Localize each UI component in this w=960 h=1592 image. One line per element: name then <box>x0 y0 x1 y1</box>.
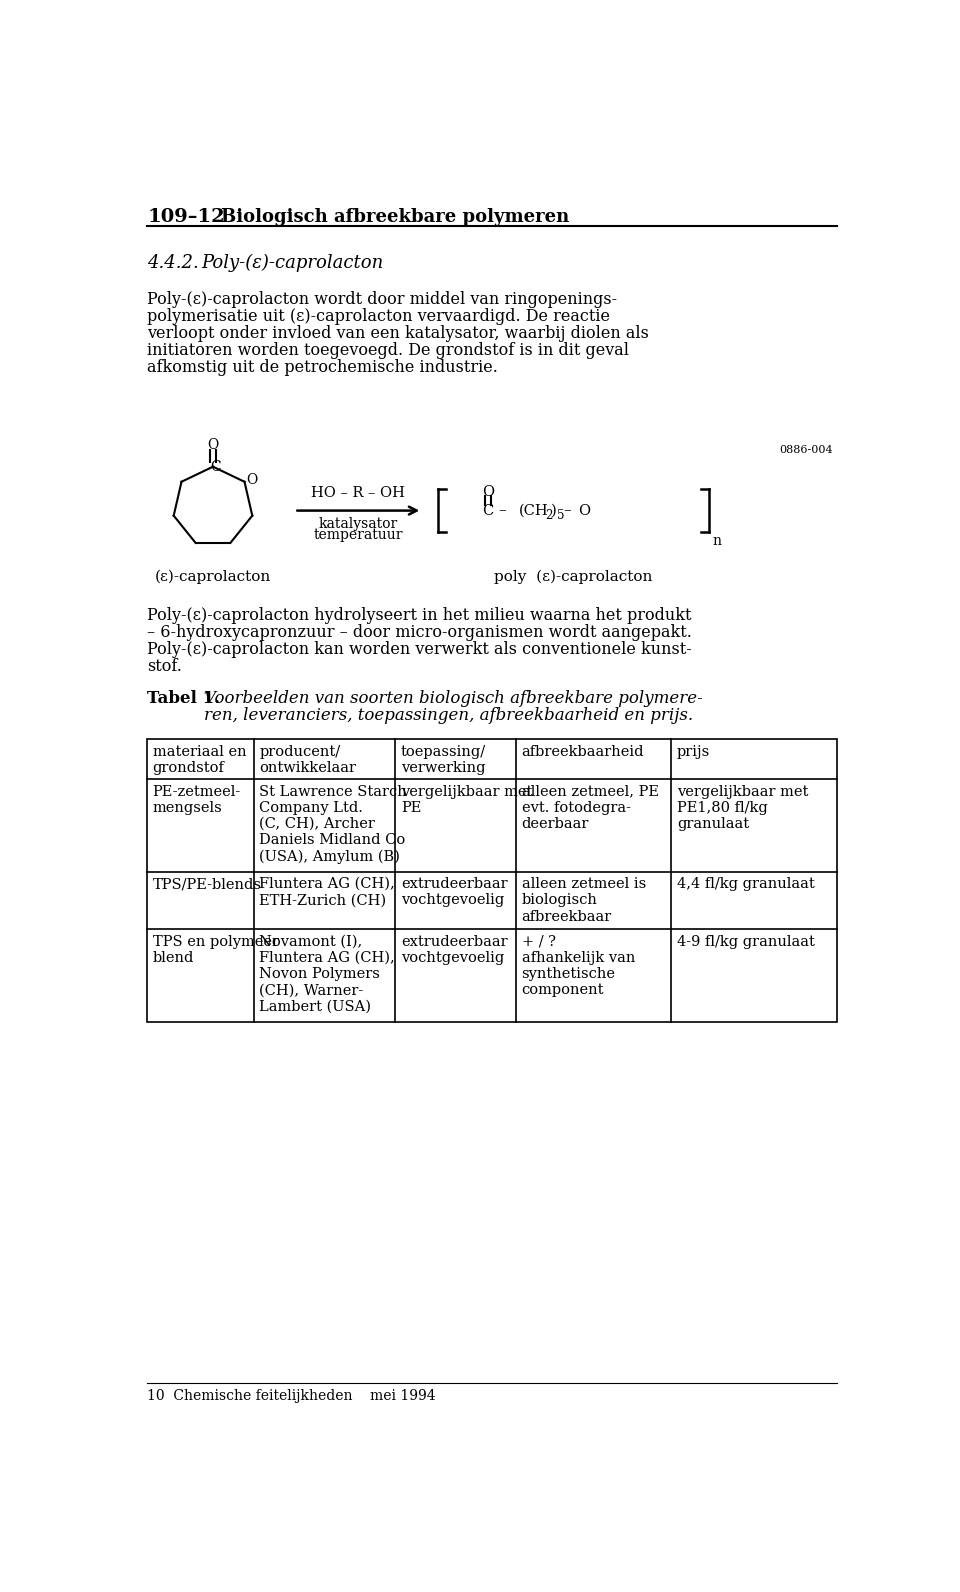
Text: TPS/PE-blends: TPS/PE-blends <box>153 877 261 892</box>
Text: prijs: prijs <box>677 745 710 759</box>
Text: TPS en polymeer
blend: TPS en polymeer blend <box>153 935 278 965</box>
Text: Poly-(ε)-caprolacton kan worden verwerkt als conventionele kunst-: Poly-(ε)-caprolacton kan worden verwerkt… <box>147 640 692 657</box>
Text: –: – <box>564 503 571 517</box>
Text: ): ) <box>551 503 557 517</box>
Text: HO – R – OH: HO – R – OH <box>311 486 405 500</box>
Text: (CH: (CH <box>519 503 549 517</box>
Text: polymerisatie uit (ε)-caprolacton vervaardigd. De reactie: polymerisatie uit (ε)-caprolacton vervaa… <box>147 309 611 325</box>
Text: producent/
ontwikkelaar: producent/ ontwikkelaar <box>259 745 356 775</box>
Text: St Lawrence Starch
Company Ltd.
(C, CH), Archer
Daniels Midland Co
(USA), Amylum: St Lawrence Starch Company Ltd. (C, CH),… <box>259 785 407 864</box>
Text: 2: 2 <box>545 509 553 522</box>
Text: 4-9 fl/kg granulaat: 4-9 fl/kg granulaat <box>677 935 815 949</box>
Text: toepassing/
verwerking: toepassing/ verwerking <box>401 745 486 775</box>
Text: vergelijkbaar met
PE: vergelijkbaar met PE <box>401 785 532 815</box>
Text: 5: 5 <box>557 509 564 522</box>
Text: O: O <box>578 503 590 517</box>
Text: extrudeerbaar
vochtgevoelig: extrudeerbaar vochtgevoelig <box>401 935 508 965</box>
Text: alleen zetmeel is
biologisch
afbreekbaar: alleen zetmeel is biologisch afbreekbaar <box>521 877 646 923</box>
Text: afbreekbaarheid: afbreekbaarheid <box>521 745 644 759</box>
Text: 4,4 fl/kg granulaat: 4,4 fl/kg granulaat <box>677 877 814 892</box>
Text: Novamont (I),
Fluntera AG (CH),
Novon Polymers
(CH), Warner-
Lambert (USA): Novamont (I), Fluntera AG (CH), Novon Po… <box>259 935 396 1014</box>
Text: 4.4.2.: 4.4.2. <box>147 255 199 272</box>
Text: Poly-(ε)-caprolacton wordt door middel van ringopenings-: Poly-(ε)-caprolacton wordt door middel v… <box>147 291 617 309</box>
Text: – 6-hydroxycapronzuur – door micro-organismen wordt aangepakt.: – 6-hydroxycapronzuur – door micro-organ… <box>147 624 692 640</box>
Text: 109–12: 109–12 <box>147 209 225 226</box>
Text: O: O <box>482 486 494 500</box>
Text: afkomstig uit de petrochemische industrie.: afkomstig uit de petrochemische industri… <box>147 358 498 376</box>
Text: C: C <box>483 503 493 517</box>
Text: Fluntera AG (CH),
ETH-Zurich (CH): Fluntera AG (CH), ETH-Zurich (CH) <box>259 877 396 907</box>
Text: katalysator: katalysator <box>319 517 398 530</box>
Text: O: O <box>247 473 258 487</box>
Text: –: – <box>498 503 506 517</box>
Text: 10  Chemische feitelijkheden    mei 1994: 10 Chemische feitelijkheden mei 1994 <box>147 1390 436 1403</box>
Text: 0886-004: 0886-004 <box>780 446 833 455</box>
Text: temperatuur: temperatuur <box>314 529 403 543</box>
Text: Poly-(ε)-caprolacton: Poly-(ε)-caprolacton <box>202 255 384 272</box>
Text: (ε)-caprolacton: (ε)-caprolacton <box>155 570 271 584</box>
Text: Voorbeelden van soorten biologisch afbreekbare polymere-: Voorbeelden van soorten biologisch afbre… <box>204 689 703 707</box>
Text: alleen zetmeel, PE
evt. fotodegra-
deerbaar: alleen zetmeel, PE evt. fotodegra- deerb… <box>521 785 659 831</box>
Text: Tabel 1.: Tabel 1. <box>147 689 220 707</box>
Text: initiatoren worden toegevoegd. De grondstof is in dit geval: initiatoren worden toegevoegd. De gronds… <box>147 342 629 358</box>
Text: verloopt onder invloed van een katalysator, waarbij diolen als: verloopt onder invloed van een katalysat… <box>147 325 649 342</box>
Bar <box>147 739 837 1022</box>
Text: poly  (ε)-caprolacton: poly (ε)-caprolacton <box>494 570 653 584</box>
Text: + / ?
afhankelijk van
synthetische
component: + / ? afhankelijk van synthetische compo… <box>521 935 635 998</box>
Text: vergelijkbaar met
PE1,80 fl/kg
granulaat: vergelijkbaar met PE1,80 fl/kg granulaat <box>677 785 808 831</box>
Text: extrudeerbaar
vochtgevoelig: extrudeerbaar vochtgevoelig <box>401 877 508 907</box>
Text: ren, leveranciers, toepassingen, afbreekbaarheid en prijs.: ren, leveranciers, toepassingen, afbreek… <box>204 707 693 724</box>
Text: stof.: stof. <box>147 657 182 675</box>
Text: Poly-(ε)-caprolacton hydrolyseert in het milieu waarna het produkt: Poly-(ε)-caprolacton hydrolyseert in het… <box>147 607 691 624</box>
Text: O: O <box>207 438 219 452</box>
Text: n: n <box>713 535 722 549</box>
Text: Biologisch afbreekbare polymeren: Biologisch afbreekbare polymeren <box>221 209 569 226</box>
Text: materiaal en
grondstof: materiaal en grondstof <box>153 745 246 775</box>
Text: PE-zetmeel-
mengsels: PE-zetmeel- mengsels <box>153 785 241 815</box>
Text: C: C <box>210 460 221 474</box>
